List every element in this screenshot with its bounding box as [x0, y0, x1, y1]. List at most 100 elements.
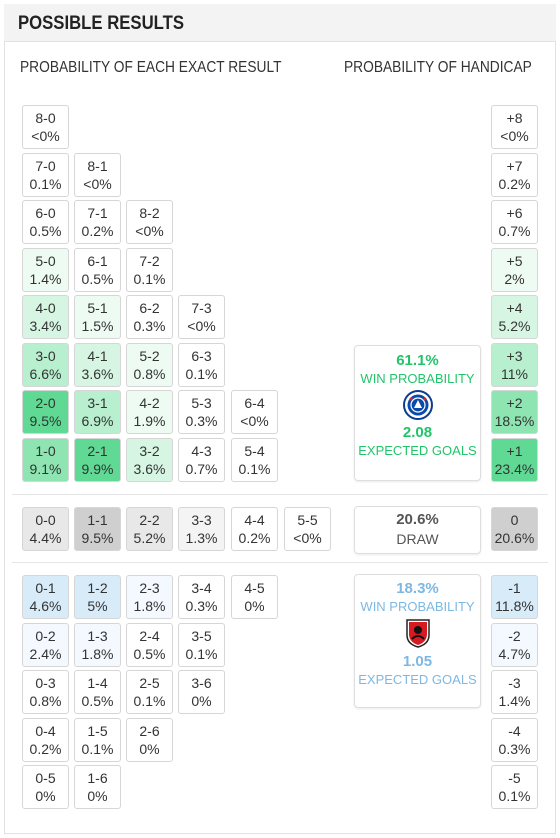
box-probability: 0% — [87, 788, 108, 804]
score-box-home: 4-1 3.6% — [74, 342, 121, 387]
box-probability: 6.6% — [29, 365, 62, 382]
box-probability: 0.8% — [133, 365, 166, 382]
score-box-home: 4-0 3.4% — [22, 295, 69, 339]
score-box-away: 3-4 0.3% — [178, 575, 225, 619]
draw-probability: 20.6% — [396, 511, 439, 528]
box-probability: 1.5% — [81, 318, 114, 334]
score-box-away: 1-4 0.5% — [74, 670, 121, 714]
score-box-home: 2-0 9.5% — [22, 390, 69, 434]
box-probability: 11.8% — [495, 598, 534, 614]
box-label: -2 — [508, 627, 521, 644]
box-probability: 23.4% — [494, 460, 535, 477]
draw-divider-top — [12, 494, 548, 495]
away-summary-card: 18.3% WIN PROBABILITY 1.05 EXPECTED GOAL… — [354, 574, 481, 708]
box-probability: 0% — [139, 740, 160, 757]
box-probability: <0% — [500, 128, 529, 144]
home-xg-label: EXPECTED GOALS — [358, 443, 477, 458]
score-box-away: 0-1 4.6% — [22, 575, 69, 619]
box-label: 6-2 — [139, 300, 160, 316]
box-label: 4-3 — [191, 442, 212, 459]
box-probability: <0% — [293, 530, 322, 546]
box-probability: 0% — [35, 788, 56, 804]
box-label: 7-2 — [139, 252, 160, 269]
box-label: 0-3 — [35, 675, 56, 691]
box-label: 4-2 — [139, 395, 160, 411]
box-label: 6-4 — [244, 395, 265, 411]
box-label: +3 — [506, 347, 523, 364]
exact-result-heading: PROBABILITY OF EACH EXACT RESULT — [20, 59, 282, 76]
score-box-home: 3-1 6.9% — [74, 390, 121, 434]
box-probability: 9.5% — [81, 530, 114, 546]
box-label: 3-1 — [87, 395, 108, 411]
panel-title: POSSIBLE RESULTS — [18, 13, 184, 34]
box-probability: 0.1% — [133, 693, 166, 709]
box-label: 5-0 — [35, 252, 56, 269]
score-box-away: 3-6 0% — [178, 670, 225, 714]
score-box-draw: 0-0 4.4% — [22, 507, 69, 551]
score-box-home: 7-1 0.2% — [74, 200, 121, 244]
box-probability: 0.1% — [238, 460, 271, 477]
box-label: +4 — [506, 300, 523, 316]
box-probability: 0.1% — [133, 270, 166, 287]
draw-divider-bottom — [12, 562, 548, 563]
score-box-away: 0-3 0.8% — [22, 670, 69, 714]
box-label: 3-2 — [139, 442, 160, 459]
box-probability: 1.9% — [133, 413, 166, 429]
box-label: 4-0 — [35, 300, 56, 316]
score-box-home: 6-4 <0% — [231, 390, 278, 434]
box-probability: 3.6% — [81, 365, 114, 382]
score-box-home: 4-3 0.7% — [178, 437, 225, 482]
box-label: 0-2 — [35, 627, 56, 644]
box-probability: 1.8% — [133, 598, 166, 614]
box-label: 8-0 — [35, 110, 56, 126]
handicap-box-away: -1 11.8% — [491, 575, 538, 619]
score-box-home: 5-4 0.1% — [231, 437, 278, 482]
box-probability: 0.3% — [133, 318, 166, 334]
box-probability: 5% — [87, 598, 108, 614]
box-probability: 18.5% — [494, 413, 535, 429]
box-probability: <0% — [31, 128, 60, 144]
score-box-away: 1-6 0% — [74, 765, 121, 809]
box-label: -3 — [508, 675, 521, 691]
chelsea-crest-icon — [402, 390, 433, 420]
box-label: +7 — [506, 157, 523, 174]
box-probability: 1.4% — [29, 270, 62, 287]
box-label: 1-5 — [87, 722, 108, 739]
score-box-home: 8-1 <0% — [74, 152, 121, 197]
box-label: 2-6 — [139, 722, 160, 739]
score-box-draw: 2-2 5.2% — [126, 507, 173, 551]
box-label: +2 — [506, 395, 523, 411]
score-box-home: 3-0 6.6% — [22, 342, 69, 387]
box-label: 8-2 — [139, 205, 160, 221]
score-box-home: 6-0 0.5% — [22, 200, 69, 244]
box-probability: 0.3% — [185, 413, 218, 429]
box-probability: <0% — [240, 413, 269, 429]
box-label: 3-0 — [35, 347, 56, 364]
box-probability: 0.1% — [81, 740, 114, 757]
score-box-away: 0-2 2.4% — [22, 622, 69, 667]
handicap-box-home: +4 5.2% — [491, 295, 538, 339]
score-box-home: 6-2 0.3% — [126, 295, 173, 339]
box-label: 6-0 — [35, 205, 56, 221]
box-probability: 20.6% — [494, 530, 535, 546]
box-probability: 1.8% — [81, 645, 114, 662]
box-probability: 9.1% — [29, 460, 62, 477]
score-box-home: 6-3 0.1% — [178, 342, 225, 387]
score-box-home: 5-0 1.4% — [22, 247, 69, 292]
box-label: 2-1 — [87, 442, 108, 459]
box-label: 0 — [510, 512, 519, 528]
box-probability: 0.2% — [238, 530, 271, 546]
score-box-away: 2-6 0% — [126, 717, 173, 762]
box-probability: 9.5% — [29, 413, 62, 429]
box-label: -1 — [508, 580, 521, 596]
box-label: 2-5 — [139, 675, 160, 691]
box-probability: 1.4% — [498, 693, 531, 709]
box-label: 6-3 — [191, 347, 212, 364]
score-box-home: 7-2 0.1% — [126, 247, 173, 292]
box-probability: 5.2% — [498, 318, 531, 334]
box-probability: 5.2% — [133, 530, 166, 546]
box-label: 1-6 — [87, 770, 108, 786]
handicap-heading: PROBABILITY OF HANDICAP — [344, 59, 532, 76]
box-probability: 0.2% — [81, 223, 114, 239]
handicap-box-home: +3 11% — [491, 342, 538, 387]
